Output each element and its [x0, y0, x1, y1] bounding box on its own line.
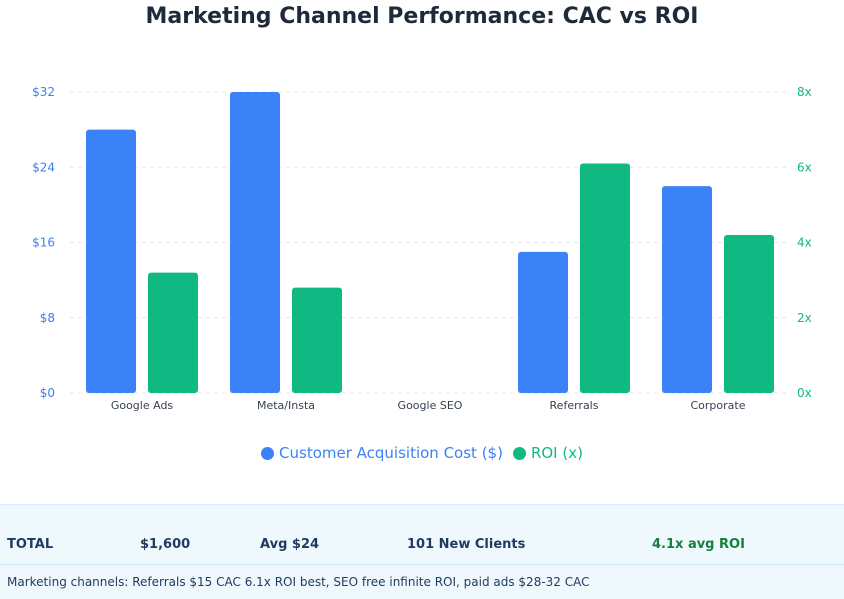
chart-title: Marketing Channel Performance: CAC vs RO… — [145, 4, 699, 29]
y-left-tick-label: $0 — [40, 386, 55, 400]
legend-label-cac: Customer Acquisition Cost ($) — [279, 444, 503, 462]
y-left-tick-label: $32 — [32, 85, 55, 99]
bar-roi — [580, 163, 630, 393]
x-tick-label: Referrals — [550, 399, 599, 412]
y-right-tick-label: 6x — [797, 160, 812, 174]
legend-item-cac[interactable]: Customer Acquisition Cost ($) — [261, 444, 503, 462]
bar-cac — [230, 92, 280, 393]
bar-cac — [518, 251, 568, 393]
bar-cac — [662, 186, 712, 393]
y-left-tick-label: $8 — [40, 311, 55, 325]
x-tick-label: Meta/Insta — [257, 399, 315, 412]
bar-roi — [292, 287, 342, 393]
y-right-tick-label: 2x — [797, 311, 812, 325]
totals-spend: $1,600 — [140, 537, 191, 552]
y-left-tick-label: $16 — [32, 236, 55, 250]
bar-roi — [724, 234, 774, 393]
totals-new-clients: 101 New Clients — [407, 537, 526, 552]
legend-label-roi: ROI (x) — [530, 444, 583, 462]
totals-avg-roi: 4.1x avg ROI — [652, 537, 745, 552]
y-right-tick-label: 4x — [797, 236, 812, 250]
x-tick-label: Google Ads — [111, 399, 174, 412]
x-tick-label: Google SEO — [398, 399, 463, 412]
x-tick-label: Corporate — [691, 399, 746, 412]
bar-roi — [148, 272, 198, 393]
y-left-tick-label: $24 — [32, 160, 55, 174]
totals-row: TOTAL $1,600 Avg $24 101 New Clients 4.1… — [0, 505, 844, 565]
chart-canvas: $0 $8 $16 $24 $32 0x 2x 4x 6x 8x Google Ads Meta/In… — [32, 85, 812, 412]
legend-item-roi[interactable]: ROI (x) — [512, 444, 583, 462]
totals-label: TOTAL — [7, 537, 54, 552]
totals-note: Marketing channels: Referrals $15 CAC 6.… — [7, 575, 590, 589]
legend-swatch-roi — [512, 446, 526, 460]
y-right-tick-label: 8x — [797, 85, 812, 99]
chart-legend: Customer Acquisition Cost ($) ROI (x) — [0, 444, 844, 462]
totals-avg-cac: Avg $24 — [260, 537, 320, 552]
legend-swatch-cac — [261, 446, 275, 460]
totals-panel: TOTAL $1,600 Avg $24 101 New Clients 4.1… — [0, 504, 844, 599]
y-right-tick-label: 0x — [797, 386, 812, 400]
bar-cac — [86, 129, 136, 393]
